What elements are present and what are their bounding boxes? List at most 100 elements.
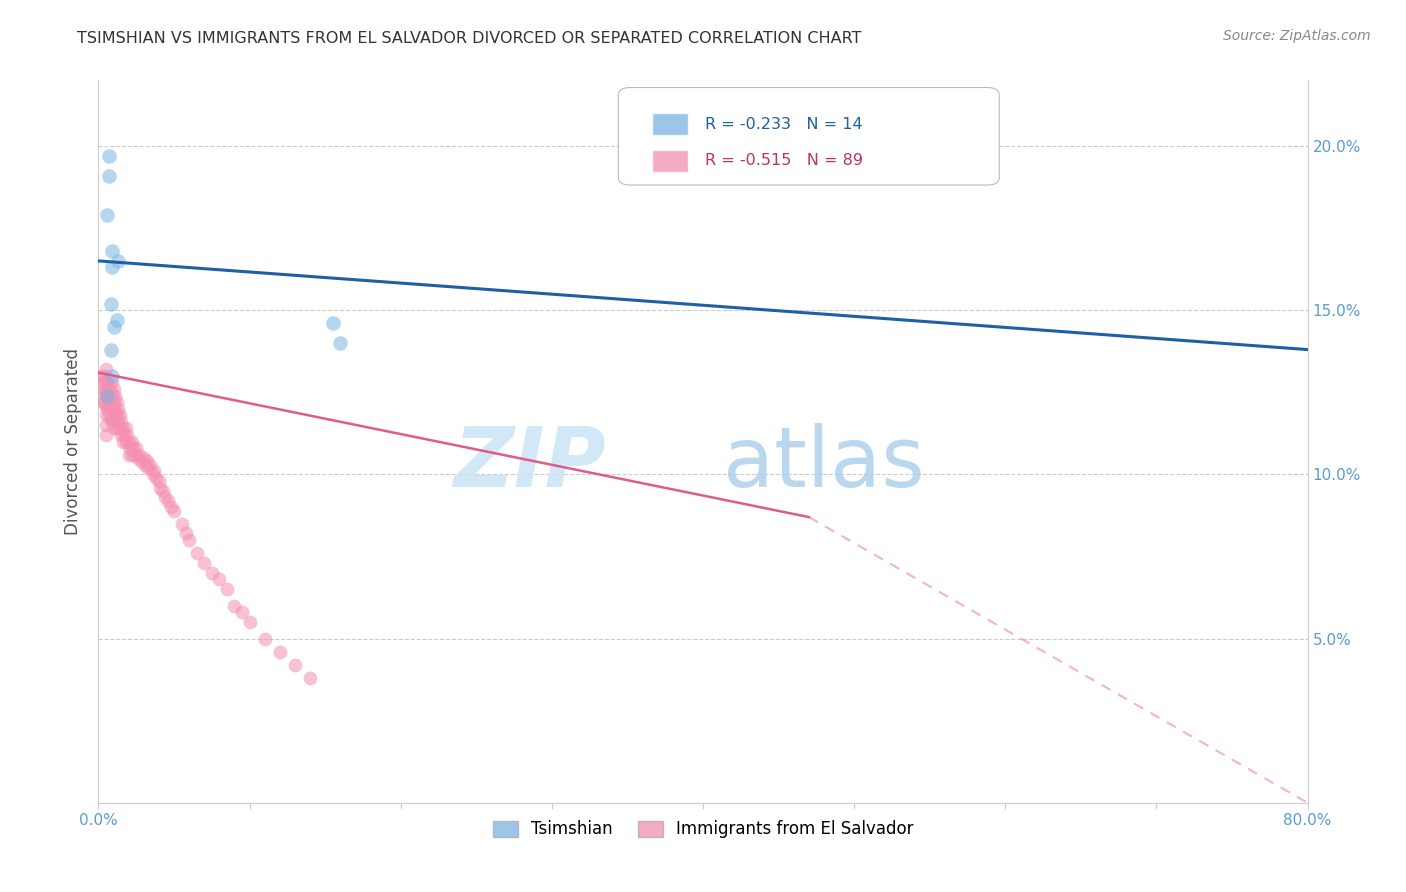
Point	[96, 401, 118, 416]
Point	[215, 582, 238, 597]
Point	[163, 503, 186, 517]
Point	[103, 395, 125, 409]
Point	[107, 415, 129, 429]
Point	[98, 149, 121, 163]
Point	[239, 615, 262, 630]
Point	[107, 253, 129, 268]
Point	[121, 434, 143, 449]
Point	[91, 376, 114, 390]
Point	[96, 388, 118, 402]
Point	[111, 421, 134, 435]
Point	[94, 376, 117, 390]
Point	[94, 398, 117, 412]
Point	[299, 671, 322, 685]
Point	[101, 388, 124, 402]
Point	[120, 441, 142, 455]
Point	[93, 382, 115, 396]
Point	[179, 533, 201, 547]
Point	[111, 434, 134, 449]
Point	[91, 395, 114, 409]
Legend: Tsimshian, Immigrants from El Salvador: Tsimshian, Immigrants from El Salvador	[486, 814, 920, 845]
Point	[94, 409, 117, 423]
Point	[100, 343, 122, 357]
Point	[101, 415, 124, 429]
Point	[148, 474, 170, 488]
Point	[156, 493, 179, 508]
Point	[107, 401, 129, 416]
Point	[201, 566, 224, 580]
Bar	[652, 113, 689, 135]
Point	[96, 208, 118, 222]
Point	[101, 401, 124, 416]
Point	[142, 467, 165, 482]
Point	[98, 382, 121, 396]
Point	[136, 460, 159, 475]
Text: TSIMSHIAN VS IMMIGRANTS FROM EL SALVADOR DIVORCED OR SEPARATED CORRELATION CHART: TSIMSHIAN VS IMMIGRANTS FROM EL SALVADOR…	[77, 31, 862, 46]
Point	[135, 454, 157, 468]
Point	[96, 388, 118, 402]
Point	[139, 458, 162, 472]
Point	[152, 483, 174, 498]
Point	[118, 434, 141, 449]
Point	[284, 657, 307, 672]
Point	[101, 260, 124, 275]
Point	[91, 385, 114, 400]
Point	[105, 313, 128, 327]
Point	[153, 491, 176, 505]
Point	[118, 448, 141, 462]
Point	[93, 395, 115, 409]
Point	[143, 464, 166, 478]
Text: atlas: atlas	[723, 423, 925, 504]
Point	[125, 441, 148, 455]
Point	[98, 409, 121, 423]
Point	[103, 319, 125, 334]
Point	[98, 395, 121, 409]
Text: R = -0.515   N = 89: R = -0.515 N = 89	[706, 153, 863, 169]
Text: ZIP: ZIP	[454, 423, 606, 504]
Point	[105, 395, 128, 409]
Point	[160, 500, 183, 515]
Text: R = -0.233   N = 14: R = -0.233 N = 14	[706, 117, 863, 132]
Point	[193, 556, 215, 570]
Point	[110, 428, 132, 442]
Point	[105, 421, 128, 435]
Point	[122, 441, 145, 455]
Point	[110, 415, 132, 429]
FancyBboxPatch shape	[619, 87, 1000, 185]
Point	[149, 481, 172, 495]
Point	[124, 448, 146, 462]
Point	[208, 573, 231, 587]
Point	[100, 385, 122, 400]
Point	[104, 401, 127, 416]
Point	[108, 421, 131, 435]
Point	[253, 632, 276, 646]
Point	[93, 368, 115, 383]
Point	[329, 336, 352, 351]
Point	[101, 244, 124, 258]
Point	[114, 434, 136, 449]
Point	[269, 645, 291, 659]
Point	[128, 448, 150, 462]
Point	[101, 368, 124, 383]
Point	[170, 516, 193, 531]
Point	[108, 409, 131, 423]
Point	[129, 454, 152, 468]
Point	[101, 376, 124, 390]
Point	[100, 296, 122, 310]
Point	[145, 470, 167, 484]
Point	[96, 376, 118, 390]
Point	[115, 428, 138, 442]
Point	[100, 411, 122, 425]
Point	[121, 448, 143, 462]
Point	[127, 450, 149, 465]
Point	[94, 362, 117, 376]
Point	[103, 382, 125, 396]
Point	[224, 599, 246, 613]
Point	[186, 546, 208, 560]
Point	[112, 428, 135, 442]
Text: Source: ZipAtlas.com: Source: ZipAtlas.com	[1223, 29, 1371, 43]
Point	[134, 458, 156, 472]
Point	[103, 409, 125, 423]
Y-axis label: Divorced or Separated: Divorced or Separated	[65, 348, 83, 535]
Bar	[652, 150, 689, 171]
